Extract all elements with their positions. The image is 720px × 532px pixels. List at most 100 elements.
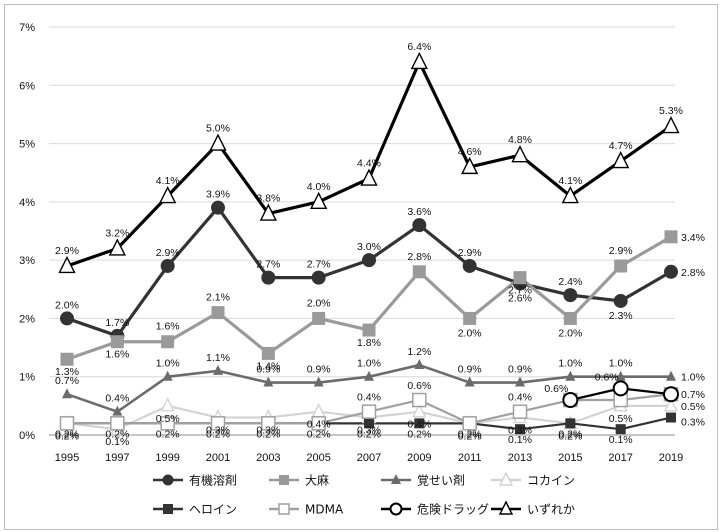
series-7-point bbox=[662, 116, 680, 134]
series-0-point bbox=[311, 270, 326, 285]
series-0-point bbox=[664, 264, 678, 279]
series-1-point bbox=[664, 230, 678, 244]
legend-marker-5 bbox=[278, 503, 290, 515]
data-label: 0.2% bbox=[256, 428, 280, 440]
data-label: 0.9% bbox=[307, 364, 331, 376]
legend-marker-7 bbox=[498, 500, 514, 515]
chart-container: 0% 1% 2% 3% 4% 5% 6% 7% 1995 1997 1999 2001 2003 2005… bbox=[4, 4, 718, 530]
series-1-point bbox=[513, 271, 527, 285]
series-2-point bbox=[666, 370, 676, 381]
x-tick-label: 2017 bbox=[608, 452, 632, 464]
series-2-point bbox=[364, 370, 374, 381]
x-tick-label: 2013 bbox=[508, 452, 532, 464]
legend-marker-2 bbox=[391, 474, 401, 484]
data-label: 2.9% bbox=[458, 247, 482, 259]
series-2-point bbox=[213, 364, 223, 375]
series-2-point bbox=[162, 370, 173, 381]
data-label: 0.4% bbox=[357, 392, 381, 404]
data-label: 3.8% bbox=[256, 193, 280, 205]
data-label: 3.2% bbox=[105, 227, 129, 239]
series-5-point bbox=[512, 404, 528, 419]
data-label: 4.0% bbox=[307, 181, 331, 193]
data-label: 0.1% bbox=[508, 434, 532, 446]
data-label: 0.2% bbox=[206, 428, 230, 440]
series-7-point bbox=[159, 185, 177, 204]
series-2-point bbox=[414, 359, 425, 370]
series-5-point bbox=[361, 404, 377, 419]
series-7-point bbox=[310, 191, 328, 210]
series-2-point bbox=[565, 370, 576, 381]
series-2-point bbox=[112, 405, 123, 416]
data-label: 0.3% bbox=[357, 425, 381, 437]
data-labels: 2.0% 1.7% 2.9% 3.9% 2.7% 2.7% 3.0% 3.6% 2.9% 2.6%… bbox=[55, 41, 705, 448]
data-label: 0.3% bbox=[206, 425, 230, 437]
x-tick-label: 2005 bbox=[306, 452, 330, 464]
data-label: 1.0% bbox=[558, 358, 582, 370]
x-tick-label: 1999 bbox=[155, 452, 179, 464]
data-label: 2.6% bbox=[508, 292, 532, 304]
y-tick-label: 6% bbox=[19, 80, 35, 92]
data-label: 2.4% bbox=[558, 276, 582, 288]
data-label: 0.9% bbox=[458, 364, 482, 376]
data-label: 0.2% bbox=[307, 428, 331, 440]
data-label: 3.4% bbox=[681, 232, 705, 244]
series-2-point bbox=[464, 376, 475, 387]
legend-label: コカイン bbox=[527, 474, 575, 488]
series-0-point bbox=[613, 293, 628, 308]
data-label: 1.0% bbox=[357, 358, 381, 370]
data-label: 2.7% bbox=[307, 259, 331, 271]
series-5-point bbox=[59, 416, 75, 431]
legend-label: 大麻 bbox=[305, 473, 329, 488]
series-6-point bbox=[663, 386, 679, 403]
series-1-point bbox=[312, 311, 326, 325]
series-0-point bbox=[462, 258, 477, 273]
series-2-point bbox=[263, 376, 274, 387]
data-label: 0.6% bbox=[544, 383, 568, 395]
data-label: 0.2% bbox=[55, 430, 79, 442]
data-label: 1.0% bbox=[156, 358, 180, 370]
series-5-point bbox=[210, 416, 226, 431]
series-5-point bbox=[110, 416, 125, 431]
series-3-point bbox=[663, 397, 679, 412]
series-5-point bbox=[311, 416, 326, 431]
series-0-point bbox=[261, 270, 276, 285]
series-2-point bbox=[62, 388, 72, 399]
data-label: 0.5% bbox=[681, 401, 705, 413]
series-1-point bbox=[362, 323, 376, 337]
x-tick-label: 2011 bbox=[458, 452, 482, 464]
series-0-point bbox=[60, 311, 74, 326]
data-label: 5.0% bbox=[206, 123, 230, 135]
data-label: 0.2% bbox=[458, 430, 482, 442]
legend-marker-1 bbox=[279, 475, 289, 485]
x-tick-label: 1995 bbox=[55, 452, 79, 464]
data-label: 0.9% bbox=[508, 364, 532, 376]
series-1-point bbox=[211, 306, 225, 320]
series-7-point bbox=[511, 145, 529, 163]
data-label: 0.2% bbox=[458, 428, 482, 440]
series-0-point bbox=[362, 253, 376, 268]
series-7-point bbox=[410, 51, 428, 70]
series-5-point bbox=[412, 392, 427, 408]
series-0-point bbox=[211, 200, 225, 215]
series-1-point bbox=[110, 335, 124, 349]
series-7-point bbox=[360, 168, 378, 186]
data-label: 1.3% bbox=[55, 366, 79, 378]
data-label: 0.3% bbox=[256, 425, 280, 437]
x-tick-label: 1997 bbox=[105, 452, 129, 464]
data-label: 2.8% bbox=[407, 251, 431, 263]
data-label: 1.0% bbox=[681, 372, 705, 384]
data-label: 0.2% bbox=[558, 428, 582, 440]
data-label: 2.3% bbox=[609, 310, 633, 322]
data-label: 0.3% bbox=[508, 425, 532, 437]
data-label: 2.7% bbox=[508, 285, 532, 297]
series-0-point bbox=[412, 218, 427, 233]
data-label: 2.0% bbox=[458, 327, 482, 339]
data-label: 0.2% bbox=[357, 428, 381, 440]
legend-marker-4 bbox=[163, 504, 173, 514]
data-label: 2.9% bbox=[156, 247, 180, 259]
series-0-point bbox=[160, 258, 175, 273]
data-label: 0.4% bbox=[307, 419, 331, 431]
gridlines bbox=[49, 26, 675, 436]
data-label: 2.9% bbox=[609, 245, 633, 257]
